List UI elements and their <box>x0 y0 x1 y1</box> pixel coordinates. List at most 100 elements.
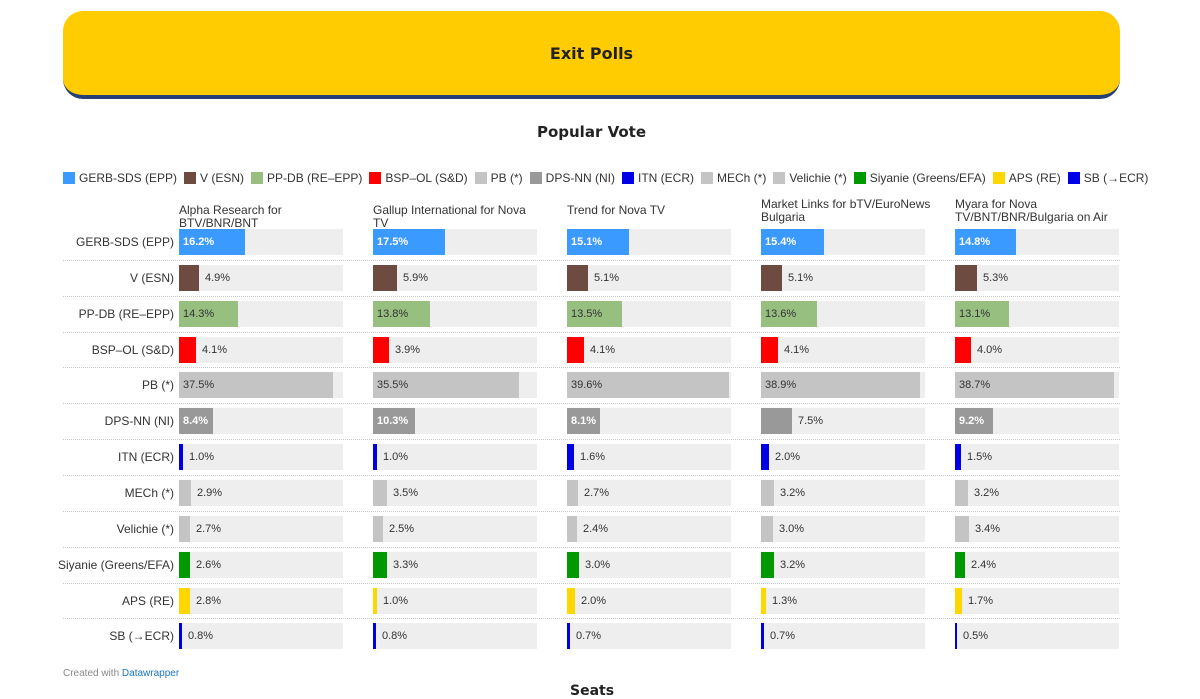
legend-swatch <box>184 172 197 184</box>
bar-value-label: 39.6% <box>571 379 603 392</box>
bar-track <box>567 336 731 363</box>
bar <box>373 336 389 363</box>
bar-value-label: 35.5% <box>377 379 409 392</box>
chart-title: Popular Vote <box>536 123 647 141</box>
bar <box>567 229 629 255</box>
bar <box>179 372 333 399</box>
next-section-title: Seats <box>570 683 615 699</box>
bar <box>955 623 957 650</box>
banner-title: Exit Polls <box>549 43 634 63</box>
bar <box>373 229 445 255</box>
bar-track <box>373 587 537 614</box>
bar-track <box>567 444 731 471</box>
bar <box>955 408 993 435</box>
bar-value-label: 0.8% <box>382 630 408 643</box>
bar-value-label: 15.4% <box>765 236 797 248</box>
bar-value-label: 4.0% <box>977 343 1003 356</box>
bar-value-label: 2.6% <box>196 558 222 571</box>
bar-value-label: 7.5% <box>798 415 824 428</box>
row-separator <box>63 259 1120 261</box>
legend-label: ITN (ECR) <box>637 171 694 185</box>
bar <box>179 408 213 435</box>
bar <box>179 229 245 255</box>
bar-track <box>373 551 537 578</box>
exit-polls-banner: Exit Polls <box>63 11 1120 99</box>
datawrapper-link[interactable]: Datawrapper <box>121 668 180 679</box>
bar <box>761 408 792 435</box>
legend-item: DPS-NN (NI) <box>529 171 615 185</box>
legend-item: ITN (ECR) <box>621 171 694 185</box>
bar-value-label: 2.0% <box>775 451 801 464</box>
bar <box>567 300 622 327</box>
legend-label: Velichie (*) <box>789 171 847 185</box>
bar-value-label: 14.3% <box>183 307 215 320</box>
legend-item: Siyanie (Greens/EFA) <box>853 171 986 185</box>
bar <box>373 408 415 435</box>
row-label: Velichie (*) <box>116 521 174 536</box>
bar-value-label: 1.5% <box>967 451 993 464</box>
bar-value-label: 13.5% <box>571 307 603 320</box>
bar-value-label: 1.0% <box>383 451 409 464</box>
bar-track <box>761 264 925 291</box>
bar-track <box>955 551 1119 578</box>
bar-value-label: 17.5% <box>377 236 409 248</box>
legend-item: GERB-SDS (EPP) <box>63 171 177 185</box>
bar <box>567 515 577 542</box>
bar-track <box>373 264 537 291</box>
bar <box>761 515 773 542</box>
bar <box>179 264 199 291</box>
row-separator <box>63 582 1120 584</box>
legend-swatch <box>369 172 382 184</box>
bar-track <box>179 587 343 614</box>
row-label: SB (→ECR) <box>109 629 174 644</box>
poll-header: Market Links for bTV/EuroNews Bulgaria <box>761 197 931 224</box>
bar-value-label: 8.4% <box>183 415 209 428</box>
bar-track <box>373 444 537 471</box>
bar <box>761 551 774 578</box>
bar-value-label: 15.1% <box>571 236 603 248</box>
bar-value-label: 1.0% <box>383 594 409 607</box>
legend-swatch <box>700 172 713 184</box>
poll-header: Myara for Nova TV/BNT/BNR/Bulgaria on Ai… <box>955 197 1108 224</box>
bar <box>761 300 817 327</box>
bar <box>761 444 769 471</box>
row-label: APS (RE) <box>121 593 174 608</box>
bar-value-label: 1.6% <box>580 451 606 464</box>
bar-value-label: 4.1% <box>590 343 616 356</box>
bar-value-label: 2.0% <box>581 594 607 607</box>
bar <box>373 264 397 291</box>
bar-track <box>179 623 343 650</box>
bar-track <box>761 587 925 614</box>
bar <box>179 300 238 327</box>
legend-label: MECh (*) <box>716 171 767 185</box>
bar-value-label: 3.5% <box>393 486 419 499</box>
bar-value-label: 3.4% <box>975 522 1001 535</box>
row-separator <box>63 439 1120 441</box>
bar <box>567 264 588 291</box>
bar-track <box>373 336 537 363</box>
poll-header: Alpha Research for BTV/BNR/BNT <box>179 203 282 230</box>
bar <box>567 336 584 363</box>
bar-track <box>567 264 731 291</box>
bar-value-label: 3.0% <box>585 558 611 571</box>
bar-value-label: 5.9% <box>403 271 429 284</box>
bar <box>761 587 766 614</box>
row-separator <box>63 510 1120 512</box>
bar <box>179 444 183 471</box>
bar-track <box>567 623 731 650</box>
legend-swatch <box>251 172 264 184</box>
bar <box>373 587 377 614</box>
bar-value-label: 1.3% <box>772 594 798 607</box>
bar-value-label: 3.2% <box>974 486 1000 499</box>
bar <box>955 444 961 471</box>
legend-label: V (ESN) <box>200 171 245 185</box>
bar <box>955 479 968 506</box>
row-label: PB (*) <box>141 378 174 393</box>
chart-legend: GERB-SDS (EPP) V (ESN) PP-DB (RE–EPP) BSP–O… <box>63 171 1148 185</box>
bar <box>373 300 430 327</box>
bar-value-label: 16.2% <box>183 236 215 248</box>
poll-header: Trend for Nova TV <box>567 203 666 217</box>
bar <box>761 623 764 650</box>
legend-swatch <box>1067 172 1080 184</box>
bar-value-label: 1.7% <box>968 594 994 607</box>
